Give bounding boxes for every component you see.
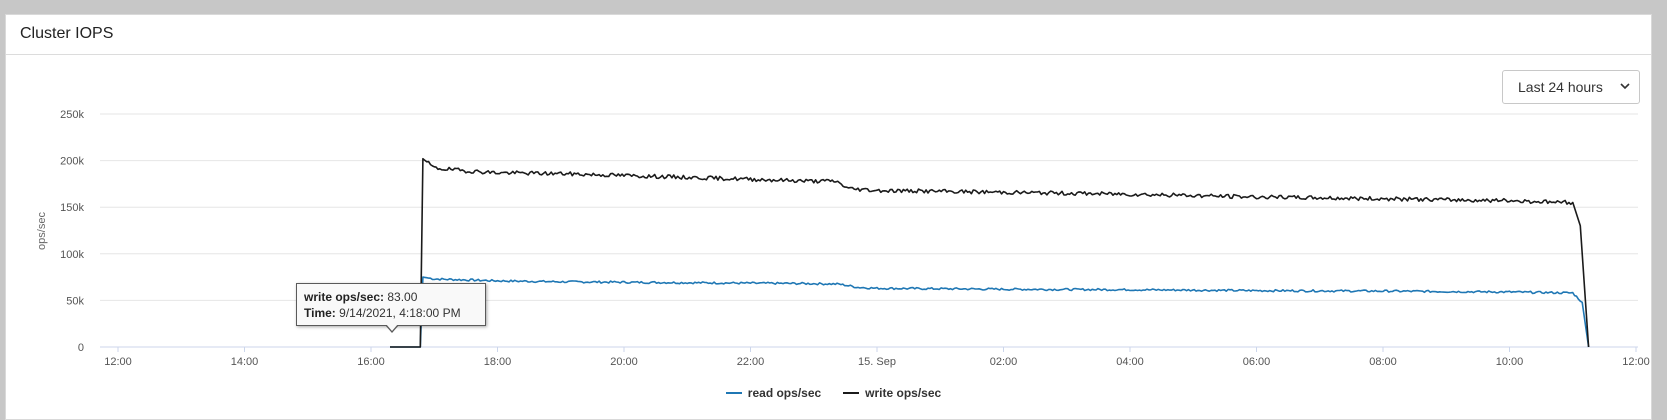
y-tick-label: 100k (60, 249, 84, 261)
tooltip-time-label: Time (304, 306, 332, 320)
y-axis-title: ops/sec (36, 212, 48, 250)
y-tick-label: 250k (60, 109, 84, 121)
x-tick-label: 18:00 (484, 356, 512, 368)
x-tick-label: 15. Sep (858, 356, 896, 368)
panel-title: Cluster IOPS (6, 15, 1651, 55)
y-tick-label: 0 (78, 342, 84, 354)
legend-item-write[interactable]: write ops/sec (843, 386, 941, 400)
time-range-select[interactable]: Last 24 hours (1502, 70, 1640, 104)
y-tick-label: 50k (66, 295, 84, 307)
legend-swatch-read (725, 392, 742, 394)
legend-swatch-write (843, 392, 860, 394)
legend-label-write: write ops/sec (865, 386, 942, 400)
y-tick-label: 150k (60, 202, 84, 214)
x-axis: 12:00 14:00 16:00 18:00 20:00 22:00 15. Sep 02:… (100, 346, 1650, 368)
x-tick-label: 10:00 (1496, 356, 1524, 368)
legend-label-read: read ops/sec (747, 386, 822, 400)
x-tick-label: 22:00 (737, 356, 765, 368)
x-tick-label: 08:00 (1369, 356, 1397, 368)
chevron-down-icon (1620, 83, 1630, 90)
legend-item-read[interactable]: read ops/sec (725, 386, 822, 400)
x-tick-label: 06:00 (1243, 356, 1271, 368)
tooltip-value: 83.00 (387, 290, 418, 304)
chart-legend: read ops/sec write ops/sec (0, 386, 1667, 400)
x-tick-label: 20:00 (610, 356, 638, 368)
tooltip-pointer (385, 324, 399, 333)
series-lines (390, 157, 1590, 348)
x-tick-label: 16:00 (357, 356, 385, 368)
series-line-write[interactable] (390, 157, 1590, 348)
x-tick-label: 14:00 (231, 356, 259, 368)
data-tooltip: write ops/sec: 83.00 Time: 9/14/2021, 4:… (296, 283, 486, 326)
time-range-value: Last 24 hours (1518, 79, 1603, 95)
gridlines (100, 113, 1638, 301)
tooltip-series-label: write ops/sec (304, 290, 381, 304)
cluster-iops-panel: Cluster IOPS (5, 14, 1652, 420)
series-line-read[interactable] (390, 276, 1590, 348)
y-tick-label: 200k (60, 156, 84, 168)
x-tick-label: 02:00 (990, 356, 1018, 368)
y-axis: 0 50k 100k 150k 200k 250k (60, 109, 84, 354)
x-tick-label: 12:00 (1622, 356, 1650, 368)
tooltip-time-value: 9/14/2021, 4:18:00 PM (339, 306, 461, 320)
x-tick-label: 12:00 (104, 356, 132, 368)
x-tick-label: 04:00 (1116, 356, 1144, 368)
